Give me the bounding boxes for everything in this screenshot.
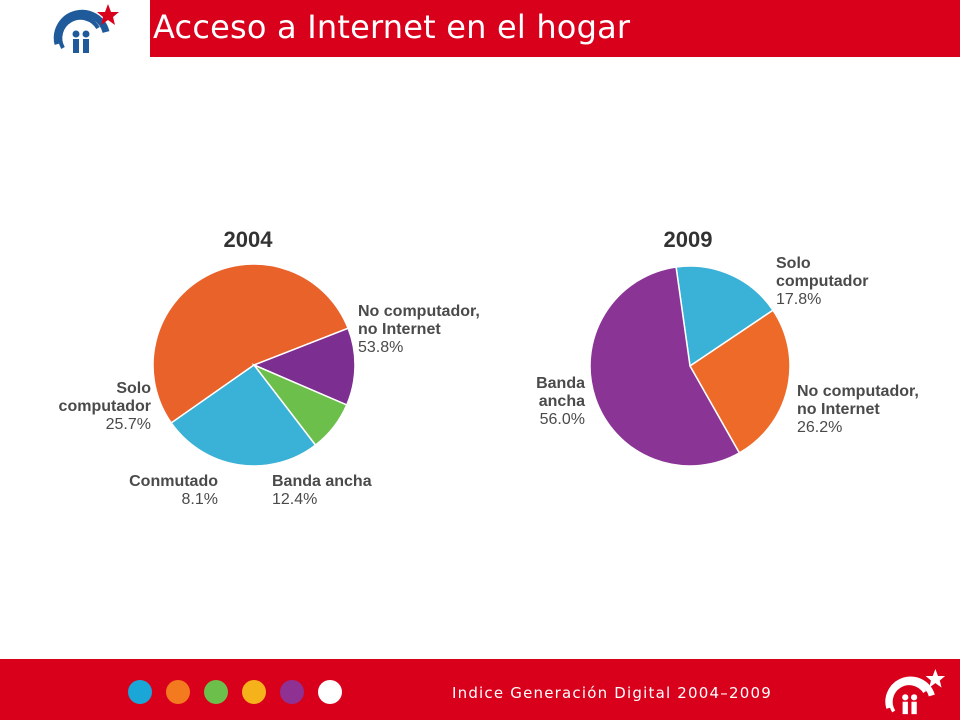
pie-slice (152, 263, 350, 424)
color-dot (280, 680, 304, 704)
color-dot (318, 680, 342, 704)
pie-slice (252, 327, 356, 406)
color-dot (242, 680, 266, 704)
color-dot (204, 680, 228, 704)
slice-label: Solo computador 25.7% (59, 380, 152, 433)
page-title: Acceso a Internet en el hogar (153, 8, 631, 46)
footer-bar (0, 659, 960, 720)
chart-title: 2009 (664, 227, 713, 252)
chart-title: 2004 (224, 227, 274, 252)
pie-charts: 2004 No computador, no Internet 53.8% Banda … (59, 227, 919, 508)
pie-slice (589, 266, 741, 467)
color-dot (128, 680, 152, 704)
color-dots (128, 680, 342, 704)
slice-label: Banda ancha 56.0% (536, 375, 585, 428)
slice-label: Conmutado 8.1% (129, 473, 218, 508)
pie-slice (170, 363, 317, 467)
pie-slice (675, 265, 775, 368)
header-bar (150, 0, 960, 57)
logo-icon-footer (885, 668, 946, 715)
footer-title: Indice Generación Digital 2004–2009 (452, 684, 772, 702)
slice-label: Solo computador 17.8% (776, 255, 868, 308)
logo-icon (53, 4, 119, 53)
slice-label: No computador, no Internet 26.2% (797, 383, 919, 436)
slice-label: Banda ancha 12.4% (272, 473, 372, 508)
pie-slice (689, 309, 791, 454)
slice-label: No computador, no Internet 53.8% (358, 303, 480, 356)
color-dot (166, 680, 190, 704)
